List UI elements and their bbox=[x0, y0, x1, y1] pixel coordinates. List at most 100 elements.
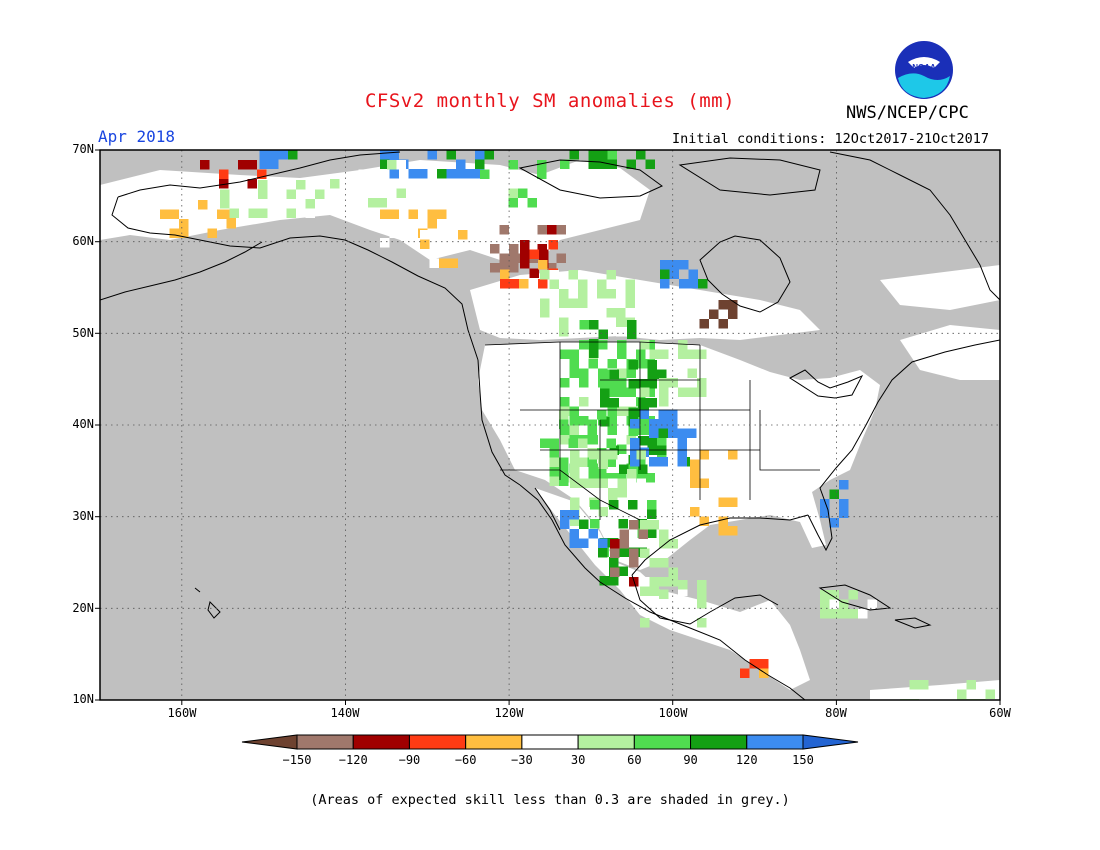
anomaly-cell bbox=[269, 159, 279, 169]
anomaly-cell bbox=[607, 387, 617, 397]
anomaly-cell bbox=[677, 438, 687, 448]
anomaly-cell bbox=[645, 340, 655, 350]
anomaly-cell bbox=[458, 230, 468, 240]
colorbar-tick-label: −60 bbox=[454, 753, 477, 767]
anomaly-cell bbox=[179, 228, 189, 238]
anomaly-cell bbox=[657, 436, 667, 446]
anomaly-cell bbox=[408, 228, 418, 238]
colorbar-tick-label: −90 bbox=[398, 753, 421, 767]
anomaly-cell bbox=[718, 526, 728, 536]
anomaly-cell bbox=[617, 349, 627, 359]
lat-label-60n: 60N bbox=[72, 234, 94, 248]
colorbar-tick-label: −120 bbox=[338, 753, 368, 767]
anomaly-cell bbox=[598, 548, 608, 558]
colorbar-segment bbox=[746, 734, 804, 750]
anomaly-cell bbox=[638, 464, 648, 474]
anomaly-cell bbox=[484, 150, 494, 160]
anomaly-cell bbox=[579, 538, 589, 548]
anomaly-cell bbox=[549, 279, 559, 289]
anomaly-cell bbox=[540, 270, 550, 280]
anomaly-cell bbox=[579, 378, 589, 388]
anomaly-cell bbox=[537, 169, 547, 179]
anomaly-cell bbox=[668, 378, 678, 388]
anomaly-cell bbox=[589, 348, 599, 358]
anomaly-cell bbox=[200, 160, 210, 170]
noaa-logo-icon: NOAA bbox=[895, 41, 953, 99]
anomaly-cell bbox=[387, 160, 397, 170]
anomaly-cell bbox=[668, 397, 678, 407]
anomaly-cell bbox=[420, 230, 430, 240]
anomaly-cell bbox=[645, 387, 655, 397]
anomaly-cell bbox=[315, 189, 325, 199]
anomaly-cell bbox=[699, 319, 709, 329]
anomaly-cell bbox=[540, 308, 550, 318]
anomaly-cell bbox=[616, 308, 626, 318]
anomaly-cell bbox=[597, 279, 607, 289]
anomaly-cell bbox=[160, 209, 170, 219]
skill-footnote: (Areas of expected skill less than 0.3 a… bbox=[310, 792, 790, 808]
anomaly-cell bbox=[687, 368, 697, 378]
anomaly-cell bbox=[220, 189, 230, 199]
anomaly-cell bbox=[589, 339, 599, 349]
anomaly-cell bbox=[238, 160, 248, 170]
anomaly-cell bbox=[839, 508, 849, 518]
anomaly-cell bbox=[475, 159, 485, 169]
anomaly-cell bbox=[759, 659, 769, 669]
colorbar-segment bbox=[521, 734, 579, 750]
anomaly-cell bbox=[538, 260, 548, 270]
anomaly-cell bbox=[448, 258, 458, 268]
anomaly-cell bbox=[658, 428, 668, 438]
anomaly-cell bbox=[456, 169, 466, 179]
anomaly-cell bbox=[609, 576, 619, 586]
anomaly-cell bbox=[647, 398, 657, 408]
anomaly-cell bbox=[728, 309, 738, 319]
anomaly-cell bbox=[608, 488, 618, 498]
anomaly-cell bbox=[439, 258, 449, 268]
anomaly-cell bbox=[578, 438, 588, 448]
agency-label: NWS/NCEP/CPC bbox=[846, 103, 969, 123]
colorbar-tick-label: 30 bbox=[570, 753, 586, 767]
colorbar-tick-label: 90 bbox=[683, 753, 698, 767]
anomaly-cell bbox=[625, 289, 635, 299]
anomaly-cell bbox=[740, 668, 750, 678]
anomaly-cell bbox=[608, 478, 618, 488]
anomaly-cell bbox=[718, 300, 728, 310]
anomaly-cell bbox=[697, 599, 707, 609]
anomaly-cell bbox=[629, 558, 639, 568]
anomaly-cell bbox=[829, 489, 839, 499]
anomaly-cell bbox=[647, 509, 657, 519]
svg-text:NOAA: NOAA bbox=[912, 63, 936, 72]
anomaly-cell bbox=[179, 219, 189, 229]
anomaly-cell bbox=[509, 263, 519, 273]
anomaly-cell bbox=[587, 429, 597, 439]
anomaly-cell bbox=[559, 327, 569, 337]
anomaly-cell bbox=[608, 450, 618, 460]
anomaly-cell bbox=[607, 359, 617, 369]
forecast-month: Apr 2018 bbox=[98, 127, 176, 146]
anomaly-cell bbox=[657, 369, 667, 379]
anomaly-cell bbox=[606, 457, 616, 467]
anomaly-cells bbox=[160, 150, 995, 700]
anomaly-cell bbox=[668, 539, 678, 549]
anomaly-cell bbox=[626, 368, 636, 378]
anomaly-cell bbox=[630, 447, 640, 457]
anomaly-cell bbox=[499, 225, 509, 235]
colorbar-segment bbox=[690, 734, 748, 750]
anomaly-cell bbox=[549, 448, 559, 458]
anomaly-cell bbox=[606, 308, 616, 318]
anomaly-cell bbox=[649, 586, 659, 596]
anomaly-cell bbox=[509, 244, 519, 254]
anomaly-cell bbox=[519, 279, 529, 289]
anomaly-cell bbox=[380, 150, 390, 160]
anomaly-cell bbox=[305, 208, 315, 218]
anomaly-cell bbox=[598, 159, 608, 169]
anomaly-cell bbox=[607, 378, 617, 388]
anomaly-cell bbox=[569, 425, 579, 435]
anomaly-cell bbox=[848, 609, 858, 619]
anomaly-cell bbox=[647, 360, 657, 370]
lat-label-50n: 50N bbox=[72, 326, 94, 340]
anomaly-cell bbox=[549, 308, 559, 318]
anomaly-cell bbox=[389, 209, 399, 219]
anomaly-cell bbox=[608, 516, 618, 526]
